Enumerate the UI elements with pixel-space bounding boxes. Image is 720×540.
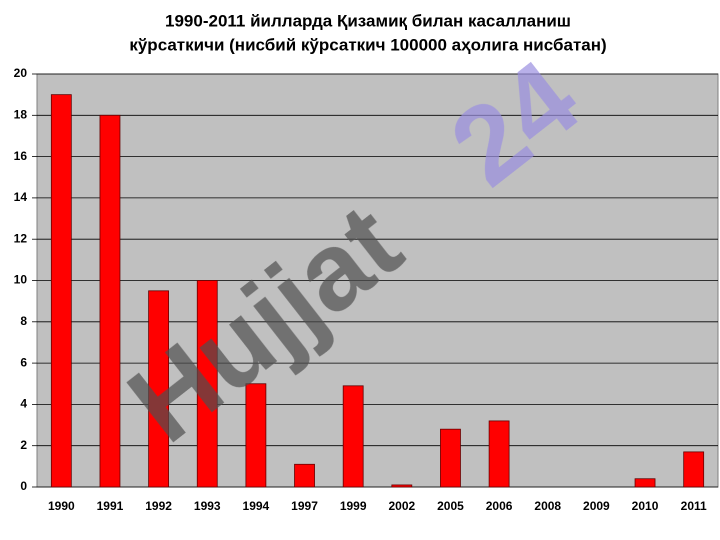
y-tick-label: 16: [14, 149, 28, 163]
bar: [440, 428, 461, 488]
y-tick-label: 10: [14, 273, 28, 287]
x-tick-label: 2010: [632, 499, 659, 513]
x-tick-label: 1992: [145, 499, 172, 513]
x-tick-label: 2006: [486, 499, 513, 513]
bar: [391, 484, 413, 488]
y-tick-label: 18: [14, 107, 28, 121]
bar: [196, 280, 218, 488]
bar: [50, 94, 72, 488]
bar: [634, 478, 656, 488]
bar: [148, 290, 170, 488]
bar: [99, 114, 121, 488]
y-tick-label: 0: [20, 479, 27, 493]
x-tick-label: 2002: [388, 499, 415, 513]
bar: [488, 420, 510, 488]
x-tick-label: 1990: [48, 499, 75, 513]
x-tick-label: 1993: [194, 499, 221, 513]
y-tick-label: 12: [14, 231, 28, 245]
x-tick-label: 1991: [97, 499, 124, 513]
x-tick-label: 1994: [243, 499, 270, 513]
x-tick-label: 1999: [340, 499, 367, 513]
bar: [342, 385, 364, 488]
x-tick-label: 1997: [291, 499, 318, 513]
y-tick-label: 6: [20, 355, 27, 369]
y-tick-label: 14: [14, 190, 28, 204]
chart-title: 1990-2011 йилларда Қизамиқ билан касалла…: [165, 11, 571, 30]
x-tick-label: 2008: [534, 499, 561, 513]
x-tick-label: 2005: [437, 499, 464, 513]
y-tick-label: 2: [20, 438, 27, 452]
x-tick-label: 2011: [681, 499, 707, 513]
y-tick-label: 4: [20, 397, 27, 411]
chart-title: кўрсаткичи (нисбий кўрсаткич 100000 аҳол…: [129, 35, 606, 54]
bar: [245, 383, 267, 488]
bar: [683, 451, 705, 488]
y-tick-label: 20: [14, 66, 28, 80]
bar: [294, 463, 315, 488]
x-tick-label: 2009: [583, 499, 610, 513]
y-tick-label: 8: [20, 314, 27, 328]
